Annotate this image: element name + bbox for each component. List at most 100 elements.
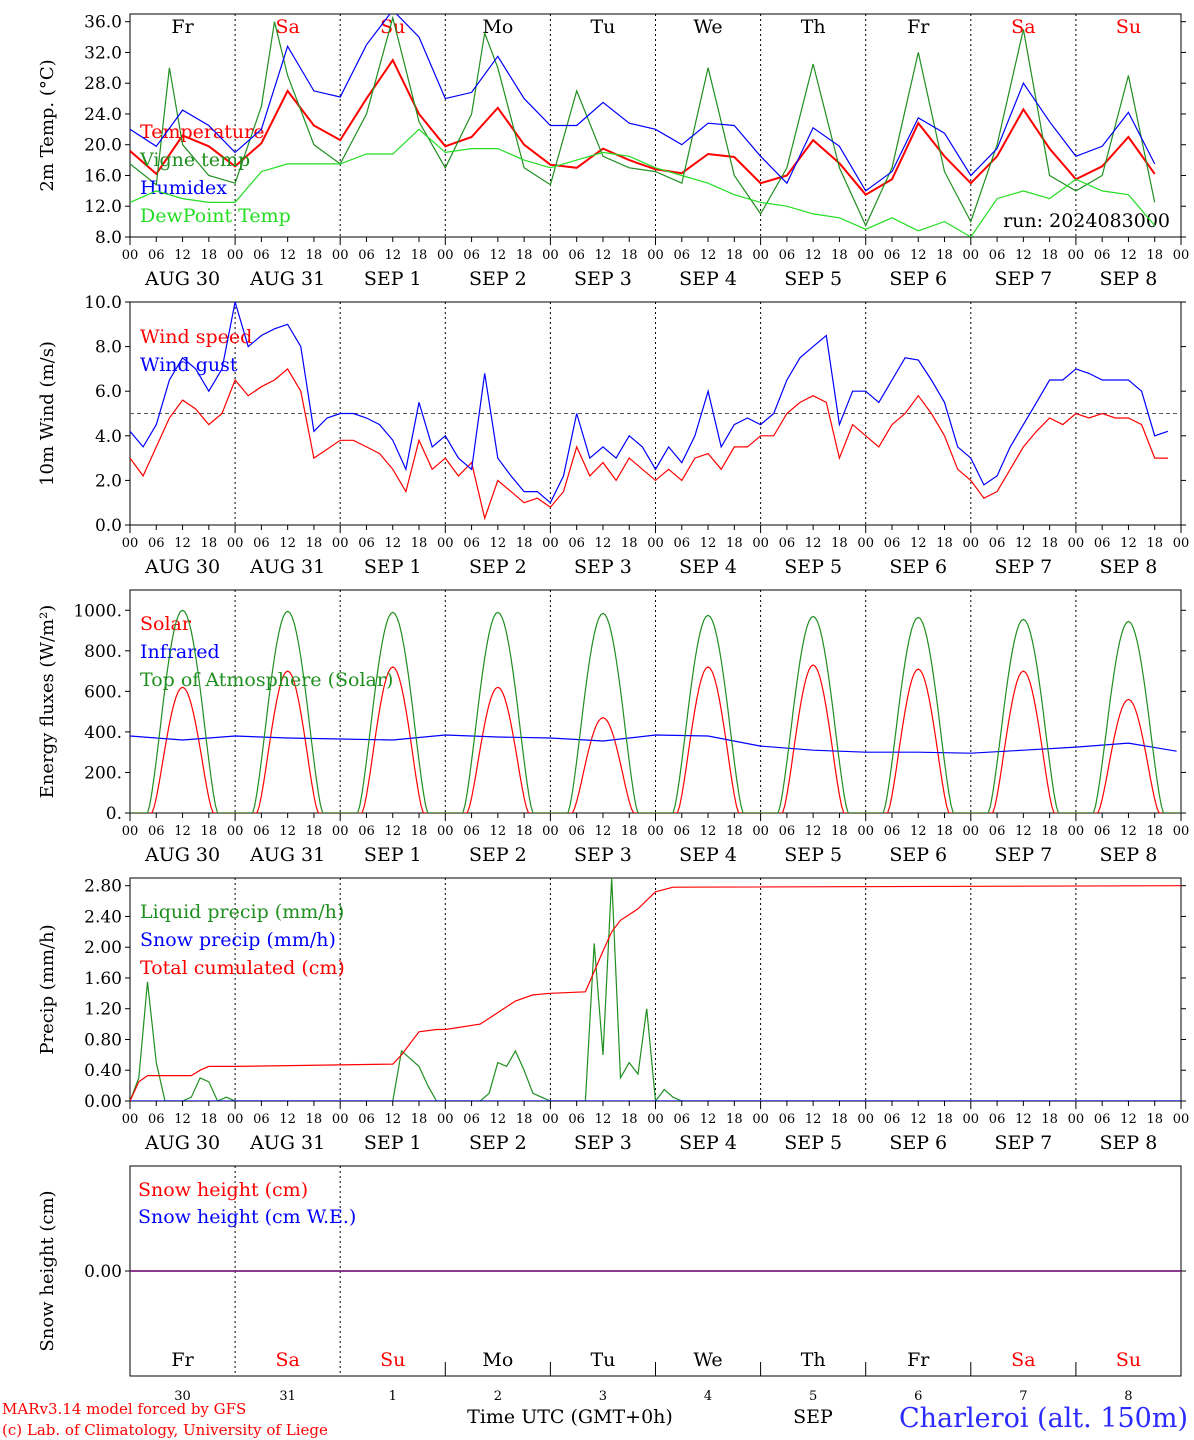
date-label: SEP 3 [574,1132,632,1154]
y-tick-label: 0. [106,804,122,824]
y-tick-label: 200. [84,763,122,783]
hour-tick-label: 18 [936,248,953,263]
y-axis-label: Snow height (cm) [37,1190,58,1351]
hour-tick-label: 06 [989,1112,1006,1127]
hour-tick-label: 00 [122,1112,139,1127]
day-name: Fr [907,16,930,38]
date-label: AUG 31 [249,556,325,578]
date-label: SEP 5 [784,1132,842,1154]
date-label: SEP 8 [1100,556,1158,578]
legend-entry: Total cumulated (cm) [140,957,345,979]
hour-tick-label: 06 [989,536,1006,551]
series-line-dewpoint-temp [130,128,1156,237]
y-axis-label: Precip (mm/h) [37,924,58,1054]
date-label: SEP 4 [679,556,737,578]
date-label: SEP 2 [469,556,527,578]
hour-tick-label: 18 [306,1112,323,1127]
hour-tick-label: 18 [306,248,323,263]
hour-tick-label: 00 [857,536,874,551]
hour-tick-label: 18 [1041,824,1058,839]
hour-tick-label: 12 [595,1112,612,1127]
date-label: SEP 7 [994,556,1052,578]
hour-tick-label: 18 [411,824,428,839]
day-name: Su [380,16,405,38]
hour-tick-label: 00 [647,824,664,839]
hour-tick-label: 12 [700,1112,717,1127]
date-label: SEP 2 [469,268,527,290]
hour-tick-label: 12 [910,1112,927,1127]
date-label: AUG 30 [144,1132,220,1154]
hour-tick-label: 00 [437,536,454,551]
date-label: SEP 6 [889,268,947,290]
date-label: SEP 1 [364,844,422,866]
hour-tick-label: 18 [411,1112,428,1127]
y-tick-label: 0.80 [84,1030,122,1050]
hour-tick-label: 12 [279,824,296,839]
legend-entry: Vigne temp [139,149,250,171]
y-tick-label: 0.0 [95,516,122,536]
date-label: SEP 7 [994,1132,1052,1154]
hour-tick-label: 12 [1015,536,1032,551]
hour-tick-label: 18 [201,248,218,263]
y-tick-label: 16.0 [84,166,122,186]
hour-tick-label: 12 [595,536,612,551]
hour-tick-label: 12 [1120,1112,1137,1127]
date-label: AUG 30 [144,268,220,290]
date-label: SEP 6 [889,844,947,866]
day-name-bottom: Sa [275,1349,299,1371]
day-name-bottom: Su [1116,1349,1141,1371]
hour-tick-label: 00 [332,1112,349,1127]
hour-tick-label: 06 [674,536,691,551]
hour-tick-label: 18 [201,1112,218,1127]
hour-tick-label: 06 [674,1112,691,1127]
hour-tick-label: 00 [963,536,980,551]
y-axis-label: 10m Wind (m/s) [37,341,58,486]
y-tick-label: 36.0 [84,13,122,33]
y-tick-label: 1000. [73,601,122,621]
hour-tick-label: 18 [936,824,953,839]
date-label: SEP 8 [1100,1132,1158,1154]
hour-tick-label: 18 [831,536,848,551]
date-label: SEP 8 [1100,844,1158,866]
date-label: SEP 7 [994,268,1052,290]
day-number: 5 [809,1389,817,1404]
hour-tick-label: 12 [1120,824,1137,839]
hour-tick-label: 00 [1173,824,1190,839]
hour-tick-label: 18 [726,536,743,551]
day-name-bottom: Su [380,1349,405,1371]
hour-tick-label: 12 [1120,536,1137,551]
hour-tick-label: 00 [752,248,769,263]
hour-tick-label: 06 [148,248,165,263]
hour-tick-label: 06 [148,824,165,839]
hour-tick-label: 06 [358,824,375,839]
date-label: SEP 4 [679,844,737,866]
hour-tick-label: 18 [306,824,323,839]
hour-tick-label: 12 [910,824,927,839]
hour-tick-label: 18 [831,1112,848,1127]
day-name: Su [1116,16,1141,38]
panel-snow: 0.00 Snow height (cm) Fr 30 Sa 31 Su 1 Mo 2 Tu 3 We 4… [37,1165,1186,1404]
date-label: SEP 6 [889,1132,947,1154]
series-line-liquid-precip-mm-h- [130,878,1181,1101]
hour-tick-label: 06 [1094,1112,1111,1127]
hour-tick-label: 06 [1094,248,1111,263]
date-label: AUG 31 [249,268,325,290]
y-tick-label: 0.00 [84,1262,122,1282]
hour-tick-label: 12 [595,824,612,839]
hour-tick-label: 18 [201,536,218,551]
legend-entry: Snow height (cm W.E.) [138,1206,356,1228]
day-name-bottom: We [693,1349,722,1371]
day-name-bottom: Fr [171,1349,194,1371]
y-tick-label: 800. [84,642,122,662]
hour-tick-label: 18 [726,824,743,839]
hour-tick-label: 06 [989,824,1006,839]
y-tick-label: 600. [84,682,122,702]
hour-tick-label: 00 [332,536,349,551]
run-label: run: 2024083000 [1003,210,1170,232]
hour-tick-label: 00 [1068,824,1085,839]
hour-tick-label: 06 [779,536,796,551]
hour-tick-label: 00 [122,536,139,551]
hour-tick-label: 00 [437,824,454,839]
hour-tick-label: 00 [437,248,454,263]
hour-tick-label: 00 [1068,248,1085,263]
